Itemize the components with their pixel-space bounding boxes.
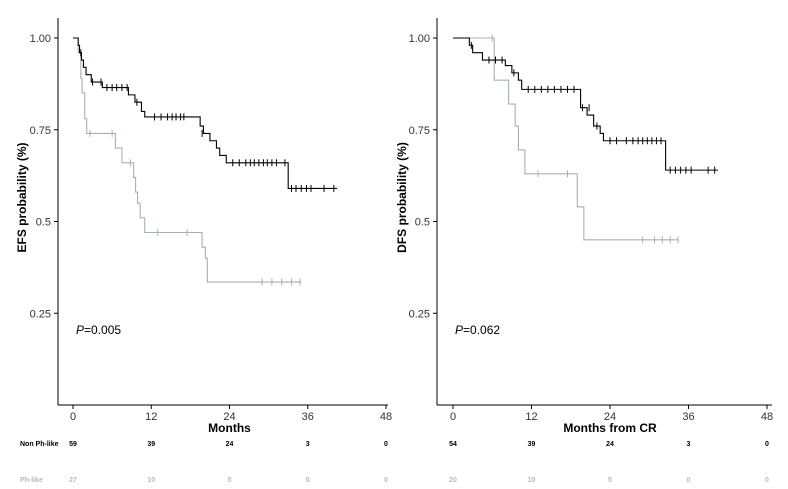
y-tick-label: 0.75 (30, 125, 51, 137)
risk-count: 24 (606, 441, 614, 448)
x-tick-label: 24 (604, 411, 616, 423)
p-value-label: P=0.062 (455, 323, 500, 337)
risk-count: 0 (384, 477, 388, 484)
risk-count: 54 (449, 441, 457, 448)
y-axis-label: EFS probability (%) (15, 142, 29, 252)
risk-count: 5 (228, 477, 232, 484)
x-tick-label: 0 (70, 411, 76, 423)
risk-count: 20 (449, 477, 457, 484)
km-curve-ph-like (453, 37, 679, 241)
risk-count: 5 (608, 477, 612, 484)
km-panel-2: 0.25 0.5 0.75 1.00 0 12 24 36 48 DFS probability … (395, 18, 773, 484)
km-curve-ph-like (73, 37, 302, 283)
y-tick-label: 0.75 (409, 125, 430, 137)
y-axis-label: DFS probability (%) (395, 142, 409, 253)
risk-row-label: Ph-like (20, 477, 43, 484)
risk-count: 10 (528, 477, 536, 484)
risk-count: 24 (226, 441, 234, 448)
km-curve-non-ph-like (453, 37, 718, 171)
y-tick-label: 0.25 (409, 308, 430, 320)
y-tick-label: 1.00 (409, 33, 430, 45)
risk-count: 0 (765, 441, 769, 448)
km-curve-non-ph-like (73, 37, 338, 190)
y-tick-label: 1.00 (30, 33, 51, 45)
x-axis-label: Months (208, 421, 251, 435)
risk-count: 0 (306, 477, 310, 484)
risk-count: 39 (147, 441, 155, 448)
x-tick-label: 12 (525, 411, 537, 423)
x-tick-label: 36 (302, 411, 314, 423)
x-tick-label: 12 (145, 411, 157, 423)
y-tick-label: 0.5 (415, 217, 430, 229)
risk-count: 3 (306, 441, 310, 448)
p-value-label: P=0.005 (76, 323, 121, 337)
km-panel-1: 0.25 0.5 0.75 1.00 0 12 24 36 48 EFS probability … (15, 18, 392, 484)
risk-row-label: Non Ph-like (20, 441, 59, 448)
x-tick-label: 24 (223, 411, 235, 423)
risk-count: 10 (147, 477, 155, 484)
risk-count: 0 (384, 441, 388, 448)
risk-count: 39 (528, 441, 536, 448)
y-tick-label: 0.5 (36, 217, 51, 229)
risk-count: 27 (69, 477, 77, 484)
x-tick-label: 0 (450, 411, 456, 423)
x-tick-label: 48 (761, 411, 773, 423)
x-axis-label: Months from CR (563, 421, 657, 435)
risk-count: 0 (765, 477, 769, 484)
x-tick-label: 48 (380, 411, 392, 423)
x-tick-label: 36 (682, 411, 694, 423)
risk-count: 3 (687, 441, 691, 448)
y-tick-label: 0.25 (30, 308, 51, 320)
risk-count: 59 (69, 441, 77, 448)
risk-count: 0 (687, 477, 691, 484)
